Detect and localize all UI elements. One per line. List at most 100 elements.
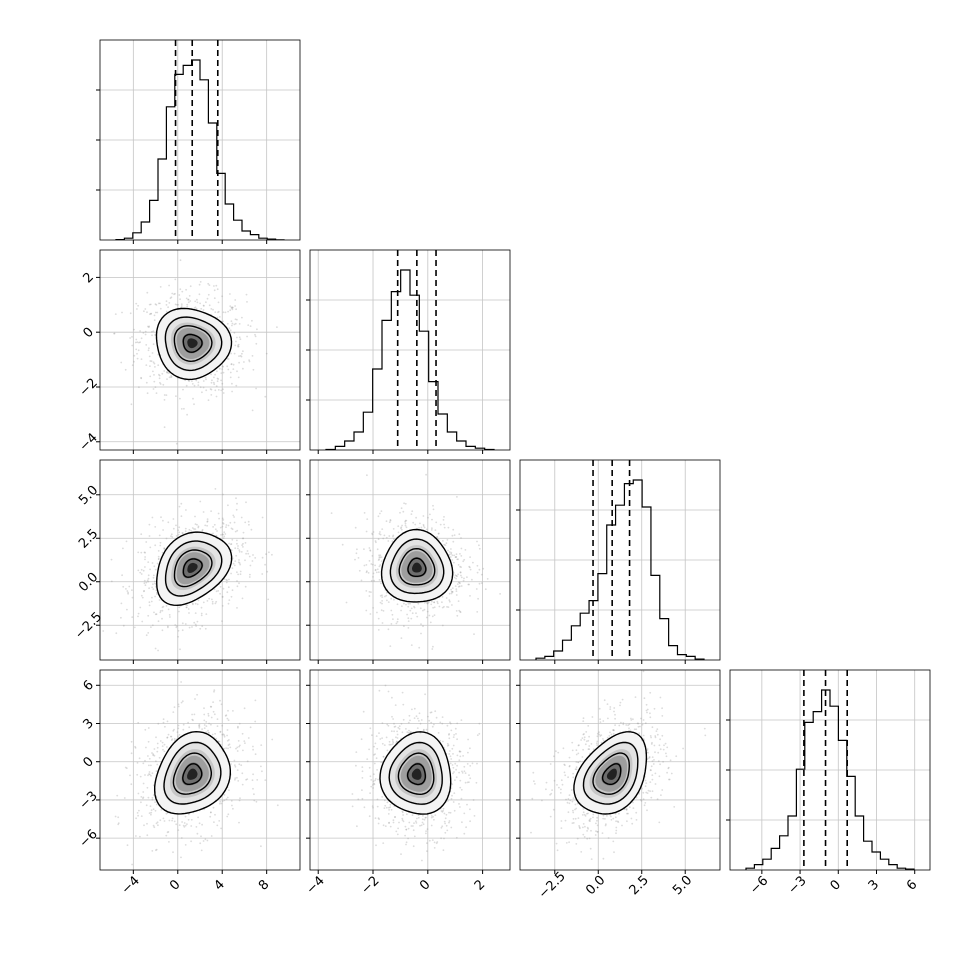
scatter-point (136, 308, 138, 310)
scatter-point (162, 748, 164, 751)
scatter-point (176, 625, 178, 627)
scatter-point (253, 799, 256, 802)
scatter-point (241, 732, 244, 735)
scatter-point (146, 822, 148, 825)
hist-panel-2 (516, 459, 721, 664)
scatter-point (407, 617, 410, 620)
scatter-point (458, 771, 460, 774)
scatter-point (459, 582, 461, 585)
scatter-point (395, 830, 398, 833)
scatter-point (237, 726, 239, 729)
scatter-point (215, 590, 218, 593)
scatter-point (194, 602, 197, 605)
scatter-point (412, 521, 415, 524)
scatter-point (148, 604, 151, 607)
scatter-point (371, 533, 374, 536)
scatter-point (229, 376, 232, 379)
scatter-point (397, 531, 400, 534)
scatter-point (187, 298, 190, 301)
scatter-point (217, 389, 220, 391)
scatter-point (212, 701, 215, 703)
scatter-point (260, 845, 262, 848)
scatter-point (469, 566, 471, 569)
scatter-point (428, 601, 431, 603)
scatter-point (401, 691, 404, 694)
contour-line (172, 752, 212, 795)
scatter-point (178, 526, 181, 529)
scatter-point (425, 832, 427, 835)
scatter-point (422, 609, 424, 612)
scatter-point (185, 297, 188, 300)
scatter-point (411, 510, 414, 513)
scatter-point (276, 804, 279, 807)
scatter-point (231, 306, 234, 309)
scatter-point (221, 724, 224, 727)
scatter-point (649, 790, 651, 793)
scatter-point (223, 799, 226, 802)
scatter-point (186, 413, 189, 416)
scatter-point (268, 551, 270, 554)
scatter-point (194, 515, 196, 518)
scatter-point (600, 741, 603, 744)
scatter-point (231, 322, 234, 325)
scatter-point (452, 528, 455, 531)
scatter-point (402, 703, 405, 706)
scatter-point (378, 732, 380, 734)
scatter-point (162, 383, 165, 386)
scatter-point (235, 497, 237, 500)
scatter-point (455, 590, 458, 592)
scatter-point (370, 563, 373, 565)
scatter-point (368, 560, 371, 562)
scatter-point (151, 772, 154, 775)
scatter-point (451, 747, 454, 750)
scatter-point (431, 527, 433, 530)
scatter-point (460, 537, 462, 539)
scatter-point (356, 548, 358, 551)
scatter-point (354, 558, 356, 561)
scatter-point (592, 816, 594, 819)
scatter-point (226, 322, 229, 325)
scatter-point (389, 519, 392, 522)
scatter-point (373, 762, 376, 765)
scatter-point (415, 822, 418, 824)
scatter-point (146, 579, 149, 582)
scatter-point (387, 724, 390, 727)
scatter-point (133, 360, 135, 363)
scatter-point (651, 726, 654, 729)
scatter-point (172, 730, 175, 732)
scatter-point (217, 310, 220, 313)
scatter-point (211, 598, 213, 601)
scatter-point (659, 738, 661, 741)
scatter-point (174, 303, 177, 306)
scatter-point (458, 750, 461, 753)
scatter-point (196, 832, 199, 835)
scatter-point (117, 823, 120, 826)
scatter-point (184, 623, 187, 625)
scatter-point (158, 374, 161, 377)
scatter-point (607, 717, 609, 720)
scatter-point (446, 745, 449, 747)
scatter-point (155, 392, 158, 394)
scatter-point (255, 800, 258, 803)
scatter-point (181, 622, 184, 625)
scatter-point (122, 547, 124, 550)
scatter-point (163, 547, 166, 549)
scatter-point (146, 291, 149, 294)
scatter-point (154, 568, 157, 571)
scatter-point (644, 785, 647, 788)
scatter-point (443, 543, 446, 546)
scatter-point (378, 556, 381, 559)
scatter-point (143, 582, 146, 585)
scatter-point (466, 763, 469, 765)
panel-content (310, 670, 510, 870)
scatter-point (152, 583, 154, 585)
scatter-point (251, 779, 254, 782)
scatter-point (185, 509, 187, 511)
scatter-point (208, 284, 211, 286)
scatter-point (564, 774, 567, 777)
scatter-point (162, 519, 164, 522)
scatter-point (138, 386, 140, 389)
scatter-point (645, 703, 648, 706)
scatter-point (627, 724, 629, 727)
scatter-point (441, 722, 444, 725)
